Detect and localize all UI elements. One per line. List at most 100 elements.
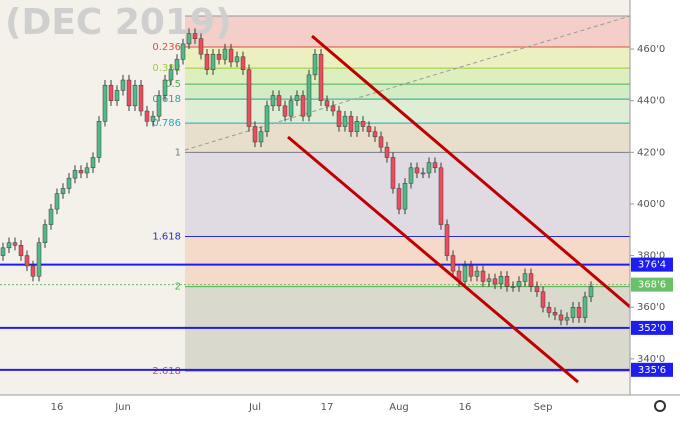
candle-body bbox=[258, 131, 264, 143]
price-label-box bbox=[631, 277, 673, 292]
candle-body bbox=[0, 247, 6, 256]
candle-body bbox=[300, 95, 306, 117]
candle-body bbox=[498, 275, 504, 285]
candle-body bbox=[576, 306, 582, 318]
candle-body bbox=[558, 314, 564, 321]
candle-body bbox=[480, 270, 486, 282]
x-axis bbox=[0, 395, 630, 417]
price-label-box bbox=[631, 257, 673, 272]
price-label-box bbox=[631, 320, 673, 335]
candle-body bbox=[330, 105, 336, 112]
candle-body bbox=[324, 100, 330, 107]
fib-label: 1 bbox=[175, 147, 181, 158]
candle-body bbox=[318, 53, 324, 101]
y-axis bbox=[630, 0, 680, 417]
candle-body bbox=[210, 53, 216, 70]
trend-line bbox=[184, 15, 631, 151]
fib-band bbox=[185, 46, 630, 69]
candle-body bbox=[126, 79, 132, 107]
candle-body bbox=[390, 157, 396, 189]
fib-label: 0.786 bbox=[152, 118, 181, 129]
price-label: 335'6 bbox=[638, 365, 666, 376]
candle-body bbox=[162, 79, 168, 96]
fib-label: 1.618 bbox=[152, 231, 181, 242]
candle-body bbox=[336, 110, 342, 127]
y-tick-label: 440'0 bbox=[637, 96, 665, 107]
candle-body bbox=[396, 188, 402, 210]
candle-body bbox=[102, 84, 108, 122]
candle-body bbox=[474, 270, 480, 277]
candle-body bbox=[192, 33, 198, 39]
fib-band bbox=[185, 68, 630, 85]
candle-body bbox=[348, 115, 354, 132]
price-label-box bbox=[631, 362, 673, 377]
fib-label: 0.236 bbox=[152, 42, 181, 53]
candle-body bbox=[138, 84, 144, 112]
candle-body bbox=[354, 121, 360, 132]
candle-body bbox=[132, 84, 138, 107]
candle-body bbox=[420, 172, 426, 175]
candle-body bbox=[222, 48, 228, 60]
candle-body bbox=[78, 170, 84, 174]
fib-band bbox=[185, 123, 630, 153]
candle-body bbox=[384, 146, 390, 158]
candle-body bbox=[42, 224, 48, 243]
price-label: 352'0 bbox=[638, 323, 666, 334]
fib-label: 0.618 bbox=[152, 94, 181, 105]
watermark: (DEC 2019) bbox=[5, 2, 232, 43]
candle-body bbox=[198, 38, 204, 55]
candle-body bbox=[582, 296, 588, 318]
candle-body bbox=[312, 53, 318, 76]
candle-body bbox=[528, 273, 534, 287]
candle-body bbox=[462, 265, 468, 282]
candle-body bbox=[432, 162, 438, 169]
candle-body bbox=[168, 69, 174, 81]
candle-body bbox=[408, 167, 414, 184]
candle-body bbox=[534, 286, 540, 292]
candle-body bbox=[468, 265, 474, 277]
candle-body bbox=[174, 59, 180, 70]
candle-body bbox=[552, 312, 558, 316]
candle-body bbox=[522, 273, 528, 282]
x-tick-label: Aug bbox=[389, 402, 409, 413]
candle-body bbox=[120, 79, 126, 91]
candle-body bbox=[444, 224, 450, 256]
candle-body bbox=[510, 286, 516, 288]
candle-body bbox=[564, 317, 570, 321]
y-tick-label: 360'0 bbox=[637, 302, 665, 313]
channel-upper bbox=[311, 34, 637, 314]
y-tick-label: 460'0 bbox=[637, 44, 665, 55]
candle-body bbox=[216, 53, 222, 60]
candle-body bbox=[270, 95, 276, 107]
fib-band bbox=[185, 84, 630, 100]
y-tick-label: 340'0 bbox=[637, 354, 665, 365]
candle-body bbox=[294, 95, 300, 101]
price-label: 376'4 bbox=[638, 260, 666, 271]
candle-body bbox=[186, 33, 192, 45]
candle-body bbox=[246, 69, 252, 127]
candle-body bbox=[60, 188, 66, 194]
candle-body bbox=[96, 121, 102, 158]
fib-band bbox=[185, 152, 630, 237]
candle-body bbox=[36, 242, 42, 277]
candle-body bbox=[228, 48, 234, 63]
x-tick-label: 16 bbox=[459, 402, 472, 413]
candle-body bbox=[108, 84, 114, 101]
candle-body bbox=[30, 265, 36, 277]
candle-body bbox=[150, 115, 156, 122]
candle-body bbox=[114, 90, 120, 101]
y-tick-label: 400'0 bbox=[637, 199, 665, 210]
candle-body bbox=[372, 131, 378, 138]
channel-lower bbox=[287, 135, 579, 384]
settings-icon[interactable] bbox=[654, 400, 666, 412]
candle-body bbox=[48, 208, 54, 225]
candle-body bbox=[240, 56, 246, 70]
gear[interactable] bbox=[654, 400, 666, 412]
fib-label: 0.382 bbox=[152, 63, 181, 74]
candle-body bbox=[486, 278, 492, 282]
fib-label: 0 bbox=[175, 11, 181, 22]
candle-body bbox=[276, 95, 282, 107]
x-tick-label: Jun bbox=[114, 402, 131, 413]
candle-body bbox=[414, 167, 420, 174]
